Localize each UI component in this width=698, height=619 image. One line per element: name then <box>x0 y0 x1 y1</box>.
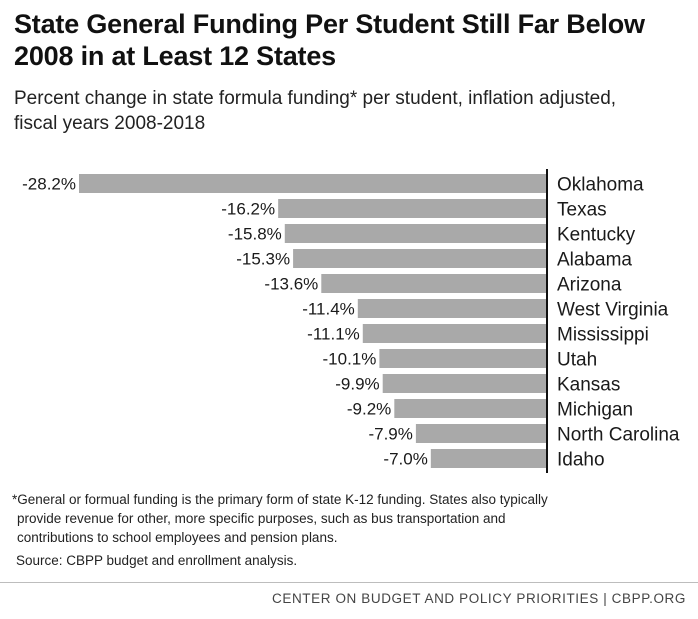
category-label: Mississippi <box>557 325 649 346</box>
value-label: -11.1% <box>307 325 360 344</box>
bar-kentucky <box>284 224 547 243</box>
footer-divider <box>0 582 698 583</box>
footnote-line-2: provide revenue for other, more specific… <box>17 511 506 526</box>
category-label: Utah <box>557 350 597 371</box>
subtitle-line-2: fiscal years 2008-2018 <box>14 113 206 134</box>
value-label: -7.9% <box>368 425 412 444</box>
category-label: Arizona <box>557 275 622 296</box>
bar-arizona <box>321 274 547 293</box>
bar-michigan <box>394 399 547 418</box>
value-label: -28.2% <box>22 175 76 194</box>
value-label: -7.0% <box>383 450 427 469</box>
bar-texas <box>278 199 547 218</box>
bar-oklahoma <box>79 174 547 193</box>
subtitle-line-1: Percent change in state formula funding*… <box>14 88 617 109</box>
footnote-line-1: *General or formual funding is the prima… <box>12 492 548 507</box>
value-label: -10.1% <box>323 350 377 369</box>
chart-title: State General Funding Per Student Still … <box>14 9 645 71</box>
bar-chart: -28.2% Oklahoma -16.2% Texas -15.8% Kentucky -… <box>22 169 680 473</box>
category-label: Oklahoma <box>557 175 644 196</box>
footnote: *General or formual funding is the prima… <box>12 490 682 547</box>
bar-alabama <box>293 249 547 268</box>
value-label: -15.8% <box>228 225 282 244</box>
value-label: -15.3% <box>236 250 290 269</box>
category-label: Idaho <box>557 450 605 471</box>
value-label: -11.4% <box>302 300 355 319</box>
bar-kansas <box>382 374 547 393</box>
category-label: Texas <box>557 200 607 221</box>
value-label: -13.6% <box>264 275 318 294</box>
bar-mississippi <box>362 324 547 343</box>
category-label: West Virginia <box>557 300 669 321</box>
category-label: North Carolina <box>557 425 680 446</box>
footnote-line-3: contributions to school employees and pe… <box>17 530 338 545</box>
chart-subtitle: Percent change in state formula funding*… <box>14 86 694 136</box>
bar-west-virginia <box>357 299 547 318</box>
bar-north-carolina <box>415 424 547 443</box>
footer-brand: CENTER ON BUDGET AND POLICY PRIORITIES |… <box>272 591 686 606</box>
value-label: -9.2% <box>347 400 391 419</box>
value-label: -9.9% <box>335 375 379 394</box>
category-label: Alabama <box>557 250 632 271</box>
value-label: -16.2% <box>221 200 275 219</box>
category-label: Michigan <box>557 400 633 421</box>
bar-idaho <box>430 449 547 468</box>
category-label: Kentucky <box>557 225 636 246</box>
category-label: Kansas <box>557 375 620 396</box>
source-note: Source: CBPP budget and enrollment analy… <box>16 553 298 568</box>
bar-utah <box>379 349 547 368</box>
